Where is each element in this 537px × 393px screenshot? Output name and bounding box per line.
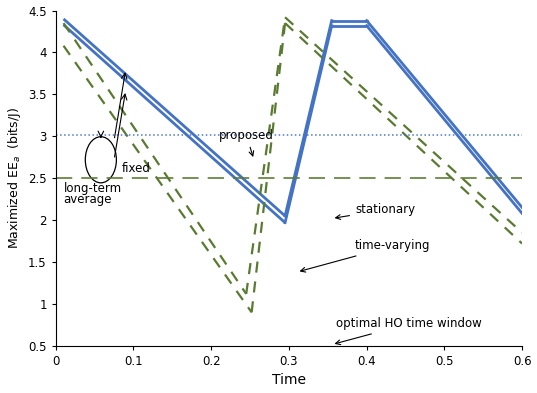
- X-axis label: Time: Time: [272, 373, 306, 387]
- Text: long-term: long-term: [63, 182, 122, 195]
- Text: fixed: fixed: [122, 162, 151, 175]
- Text: stationary: stationary: [336, 204, 415, 219]
- Text: optimal HO time window: optimal HO time window: [336, 318, 481, 345]
- Y-axis label: Maximized EE$_a$  (bits/J): Maximized EE$_a$ (bits/J): [5, 107, 23, 249]
- Text: time-varying: time-varying: [301, 239, 431, 272]
- Text: proposed: proposed: [219, 129, 274, 156]
- Text: average: average: [63, 193, 112, 206]
